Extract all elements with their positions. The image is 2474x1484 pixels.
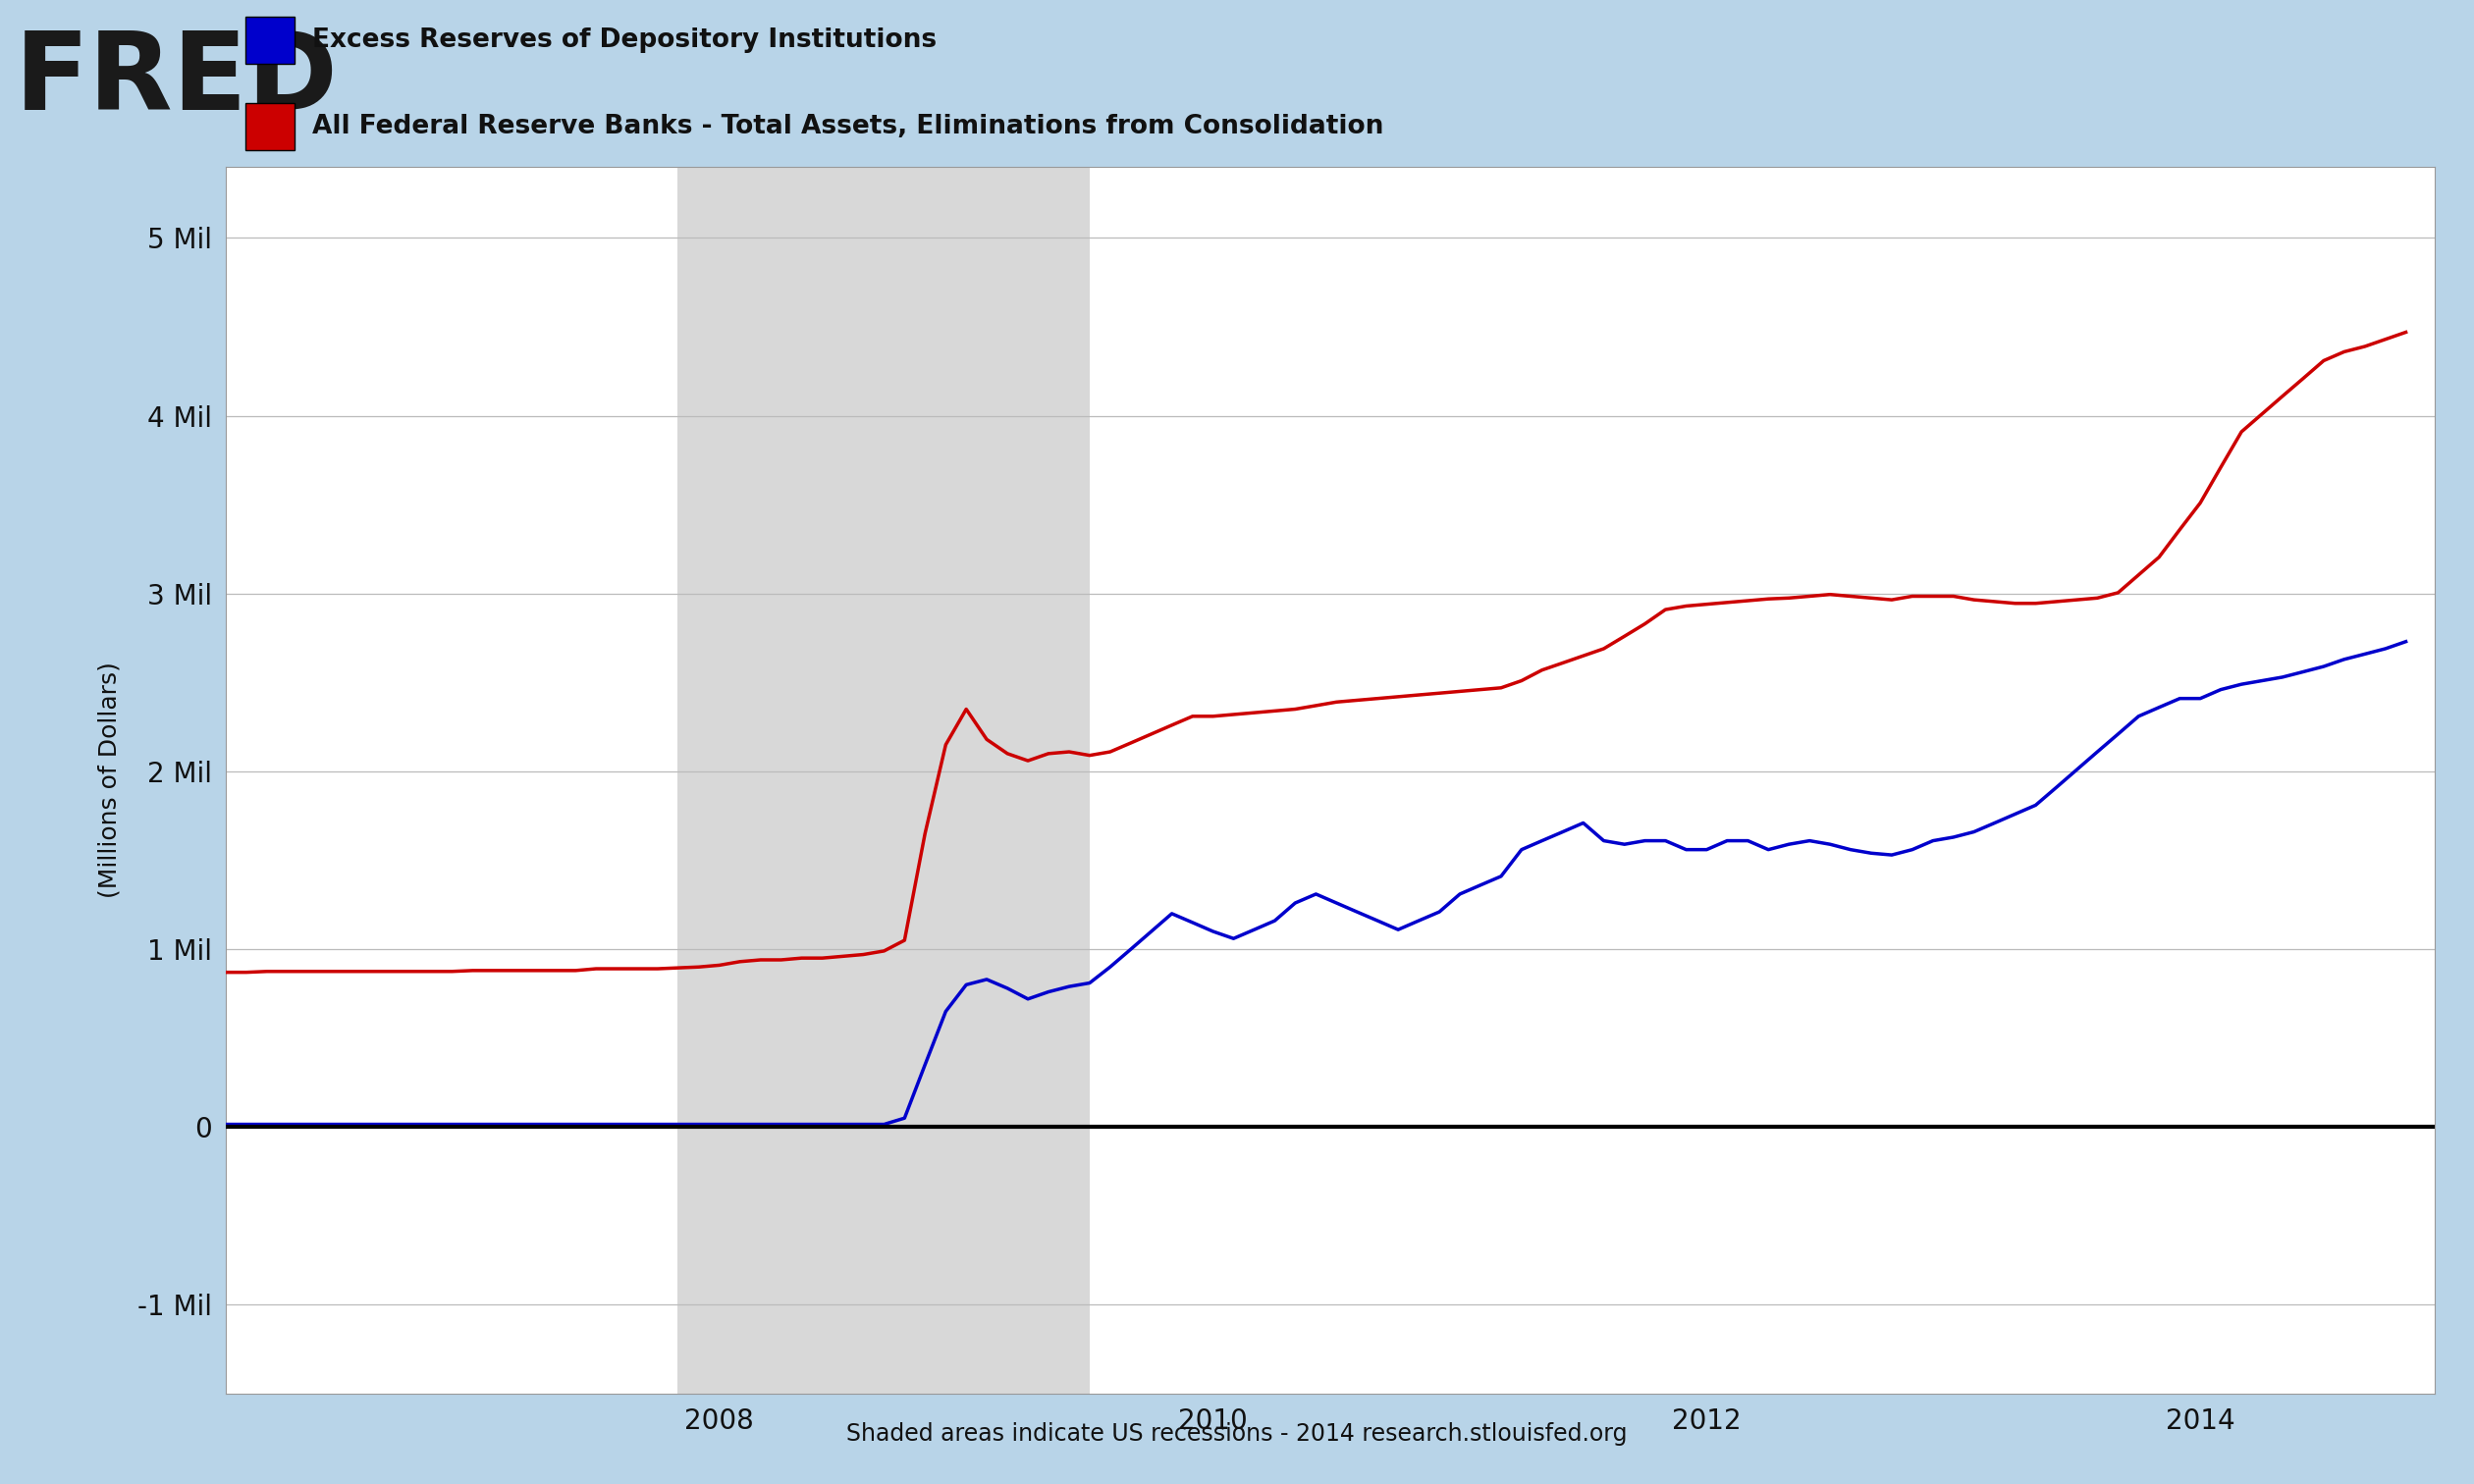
- FancyBboxPatch shape: [245, 16, 294, 64]
- Text: Excess Reserves of Depository Institutions: Excess Reserves of Depository Institutio…: [312, 27, 938, 53]
- Text: All Federal Reserve Banks - Total Assets, Eliminations from Consolidation: All Federal Reserve Banks - Total Assets…: [312, 114, 1383, 139]
- Text: Shaded areas indicate US recessions - 2014 research.stlouisfed.org: Shaded areas indicate US recessions - 20…: [846, 1423, 1628, 1445]
- Y-axis label: (Millions of Dollars): (Millions of Dollars): [96, 662, 121, 898]
- FancyBboxPatch shape: [245, 104, 294, 150]
- Text: FRED: FRED: [15, 28, 339, 132]
- Bar: [678, 166, 1089, 1393]
